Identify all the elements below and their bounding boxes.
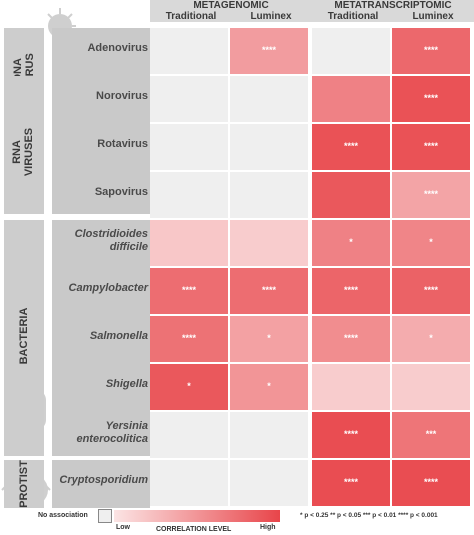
heatmap-cell <box>312 460 390 506</box>
legend-significance-text: * p < 0.25 ** p < 0.05 *** p < 0.01 ****… <box>300 512 438 519</box>
significance-label: * <box>349 237 353 247</box>
significance-label: **** <box>423 477 438 487</box>
heatmap-cell <box>150 220 228 266</box>
significance-label: * <box>267 381 271 391</box>
column-label: Traditional <box>165 11 217 22</box>
significance-label: **** <box>343 285 358 295</box>
significance-label: **** <box>343 477 358 487</box>
row-label: Norovirus <box>96 90 148 102</box>
heatmap-cell <box>312 28 390 74</box>
row-label-band <box>52 460 150 508</box>
legend-low-label: Low <box>116 524 130 531</box>
column-label: Traditional <box>327 11 379 22</box>
heatmap-cell <box>230 76 308 122</box>
row-label: Adenovirus <box>87 42 148 54</box>
heatmap-cell <box>230 124 308 170</box>
significance-label: **** <box>181 333 196 343</box>
heatmap-cell <box>392 268 470 314</box>
heatmap-cell <box>230 220 308 266</box>
group-band-protist <box>4 460 44 508</box>
row-label: Rotavirus <box>97 138 148 150</box>
row-label: Salmonella <box>89 330 148 342</box>
method-group-label: METAGENOMIC <box>193 0 269 11</box>
row-label-band <box>52 220 150 456</box>
heatmap-cell <box>150 316 228 362</box>
significance-label: **** <box>423 141 438 151</box>
heatmap-cell <box>150 28 228 74</box>
row-label: Yersinia enterocolitica <box>76 420 148 445</box>
heatmap-cell <box>312 220 390 266</box>
heatmap-cell <box>312 172 390 218</box>
significance-label: *** <box>425 429 437 439</box>
heatmap-cell <box>312 76 390 122</box>
heatmap-cell <box>150 172 228 218</box>
heatmap-cell <box>392 124 470 170</box>
heatmap-cell <box>230 412 308 458</box>
heatmap-cell <box>230 460 308 506</box>
significance-label: **** <box>423 189 438 199</box>
header-bar-metatranscriptomic <box>312 0 474 22</box>
row-label: Clostridioides difficile <box>74 228 148 253</box>
group-label: PROTIST <box>18 460 30 508</box>
heatmap-cell <box>150 76 228 122</box>
group-band-bacteria <box>4 220 44 456</box>
significance-label: * <box>429 333 433 343</box>
group-label: RNA VIRUSES <box>11 127 35 177</box>
significance-label: **** <box>423 285 438 295</box>
row-label-band <box>52 76 150 214</box>
header-bar-metagenomic <box>150 0 312 22</box>
heatmap-cell <box>392 76 470 122</box>
column-label: Luminex <box>250 11 292 22</box>
row-label: Sapovirus <box>94 186 148 198</box>
significance-label: **** <box>261 285 276 295</box>
significance-label: * <box>429 237 433 247</box>
heatmap-cell <box>150 124 228 170</box>
heatmap-cell <box>392 364 470 410</box>
group-label: BACTERIA <box>18 307 30 365</box>
heatmap-cell <box>312 364 390 410</box>
heatmap-cell <box>312 268 390 314</box>
legend-no-association-swatch <box>98 509 112 523</box>
heatmap-cell <box>312 412 390 458</box>
heatmap-cell <box>392 28 470 74</box>
heatmap-cell <box>230 364 308 410</box>
significance-label: **** <box>181 285 196 295</box>
heatmap-cell <box>392 172 470 218</box>
heatmap-cell <box>230 268 308 314</box>
heatmap-cell <box>312 124 390 170</box>
heatmap-cell <box>150 364 228 410</box>
heatmap-cell <box>312 316 390 362</box>
significance-label: **** <box>343 141 358 151</box>
significance-label: **** <box>261 45 276 55</box>
heatmap-cell <box>392 460 470 506</box>
legend-gradient-bar <box>114 510 280 522</box>
heatmap-cell <box>392 316 470 362</box>
row-label: Shigella <box>105 378 148 390</box>
column-label: Luminex <box>412 11 454 22</box>
row-label: Cryptosporidium <box>59 474 148 486</box>
heatmap-cell <box>230 172 308 218</box>
significance-label: **** <box>423 93 438 103</box>
heatmap-cell <box>392 412 470 458</box>
legend-high-label: High <box>260 524 276 531</box>
group-band-rna-viruses <box>4 76 44 214</box>
significance-label: * <box>187 381 191 391</box>
heatmap-cell <box>150 412 228 458</box>
legend-no-association-label: No association <box>38 512 88 519</box>
method-group-label: METATRANSCRIPTOMIC <box>334 0 452 11</box>
heatmap-cell <box>392 220 470 266</box>
significance-label: **** <box>343 333 358 343</box>
legend-title: CORRELATION LEVEL <box>156 526 232 533</box>
significance-label: **** <box>343 429 358 439</box>
significance-label: * <box>267 333 271 343</box>
heatmap-cell <box>230 316 308 362</box>
significance-label: **** <box>423 45 438 55</box>
row-label: Campylobacter <box>68 282 148 294</box>
heatmap-cell <box>230 28 308 74</box>
heatmap-cell <box>150 268 228 314</box>
heatmap-cell <box>150 460 228 506</box>
